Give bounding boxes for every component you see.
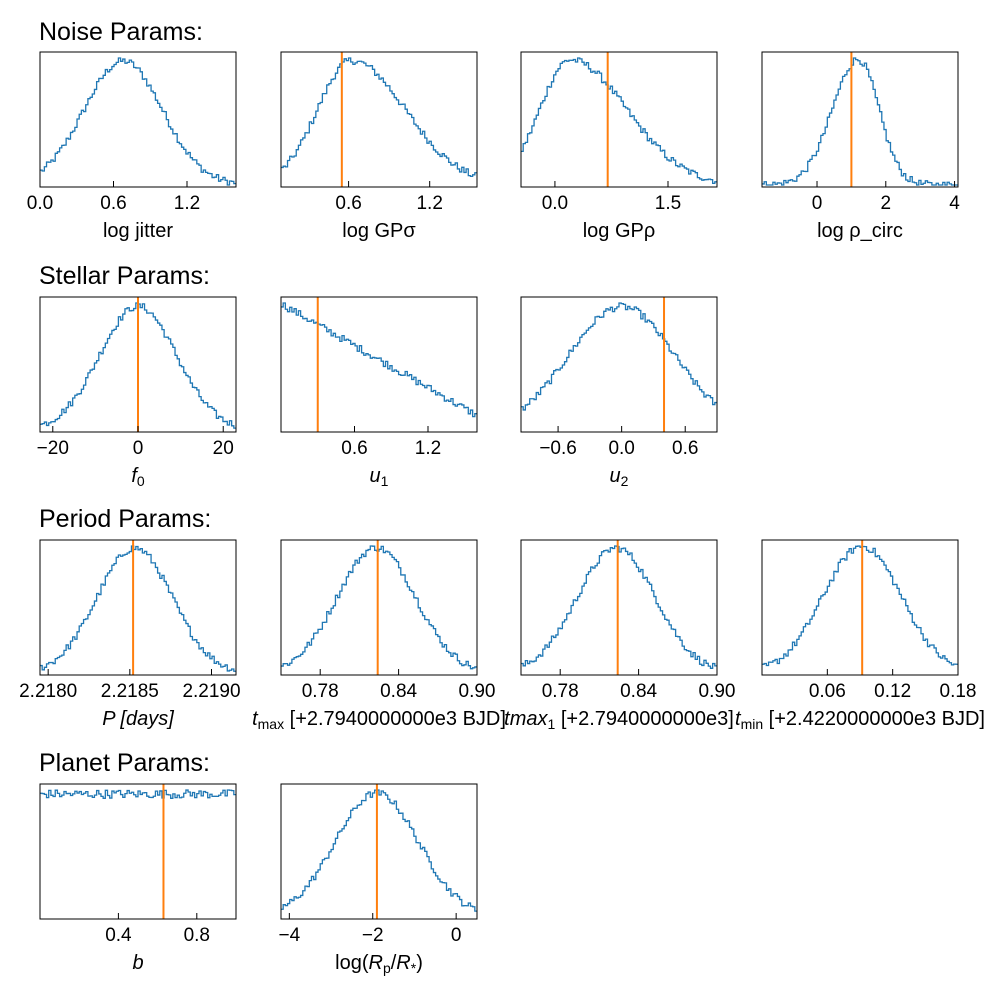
histogram-steps bbox=[762, 57, 958, 186]
x-tick-label: 1.5 bbox=[655, 193, 681, 214]
histogram-panel: −4 −2 0 log(Rp/R*) bbox=[279, 783, 478, 976]
x-tick-label: 0.18 bbox=[940, 681, 977, 702]
axis-label: log jitter bbox=[103, 220, 173, 242]
histogram-panel: 0.0 1.5 log GPρ bbox=[520, 51, 718, 242]
histogram-panel: 0.6 1.2 u1 bbox=[280, 296, 478, 489]
axis-label: log(Rp/R*) bbox=[335, 952, 423, 976]
x-tick-label: 0.78 bbox=[542, 681, 579, 702]
axes-frame bbox=[39, 539, 237, 676]
x-tick-label: 0.78 bbox=[302, 681, 339, 702]
histogram-steps bbox=[281, 57, 477, 178]
axes-frame bbox=[280, 296, 478, 433]
x-tick-label: 0.6 bbox=[335, 193, 361, 214]
axes-frame bbox=[39, 783, 237, 920]
axes-frame bbox=[520, 296, 718, 433]
x-tick-label: 0.90 bbox=[699, 681, 736, 702]
x-tick-label: 0.4 bbox=[105, 925, 132, 946]
histogram-panel: 0.78 0.84 0.90 tmax1 [+2.7940000000e3] bbox=[504, 539, 736, 732]
axes-frame bbox=[520, 539, 718, 676]
histogram-steps bbox=[40, 545, 236, 672]
histogram-panel: 0 2 4 log ρ_circ bbox=[761, 51, 960, 242]
x-tick-label: 0.6 bbox=[672, 438, 698, 459]
x-tick-label: 2.2190 bbox=[182, 681, 240, 702]
x-tick-label: −2 bbox=[362, 925, 384, 946]
x-tick-label: 2.2180 bbox=[19, 681, 77, 702]
histogram-panel: −0.6 0.0 0.6 u2 bbox=[520, 296, 718, 489]
x-tick-label: 1.2 bbox=[416, 193, 442, 214]
x-tick-label: 0 bbox=[812, 193, 823, 214]
x-tick-label: −0.6 bbox=[539, 438, 577, 459]
axes-frame bbox=[39, 51, 237, 188]
histogram-steps bbox=[281, 302, 477, 418]
section-title-period: Period Params: bbox=[39, 505, 212, 533]
x-tick-label: 0.8 bbox=[184, 925, 210, 946]
x-tick-label: 2.2185 bbox=[101, 681, 159, 702]
axis-label: u2 bbox=[610, 465, 629, 489]
x-tick-label: 4 bbox=[949, 193, 960, 214]
x-tick-label: 0.84 bbox=[620, 681, 657, 702]
histogram-panel: 0.06 0.12 0.18 tmin [+2.4220000000e3 BJD] bbox=[735, 539, 985, 732]
x-tick-label: 0 bbox=[133, 438, 144, 459]
x-tick-label: 1.2 bbox=[174, 193, 200, 214]
x-tick-label: 0.6 bbox=[100, 193, 126, 214]
x-tick-label: −20 bbox=[37, 438, 69, 459]
x-tick-label: −4 bbox=[279, 925, 301, 946]
x-tick-label: 0 bbox=[451, 925, 462, 946]
x-tick-label: 0.0 bbox=[27, 193, 53, 214]
axis-label: log GPσ bbox=[342, 220, 416, 242]
section-title-noise: Noise Params: bbox=[39, 18, 203, 46]
axis-label: u1 bbox=[370, 465, 389, 489]
axis-label: log ρ_circ bbox=[817, 220, 903, 242]
x-tick-label: 1.2 bbox=[415, 438, 441, 459]
x-tick-label: 2 bbox=[881, 193, 892, 214]
axis-label: tmax1 [+2.7940000000e3] bbox=[504, 708, 734, 732]
axis-label: f0 bbox=[131, 465, 145, 489]
histogram-steps bbox=[521, 545, 717, 669]
section-title-planet: Planet Params: bbox=[39, 749, 210, 777]
x-tick-label: 0.0 bbox=[608, 438, 634, 459]
axis-label: log GPρ bbox=[583, 220, 656, 242]
x-tick-label: 0.06 bbox=[809, 681, 846, 702]
histogram-steps bbox=[281, 789, 477, 912]
axis-label: tmin [+2.4220000000e3 BJD] bbox=[735, 708, 985, 732]
axis-label: tmax [+2.7940000000e3 BJD] bbox=[252, 708, 506, 732]
axis-label: P [days] bbox=[102, 708, 174, 730]
axes-frame bbox=[761, 539, 959, 676]
axis-label: b bbox=[132, 952, 143, 974]
axes-frame bbox=[520, 51, 718, 188]
x-tick-label: 0.84 bbox=[380, 681, 417, 702]
histogram-steps bbox=[40, 789, 236, 799]
x-tick-label: 0.12 bbox=[874, 681, 911, 702]
histogram-panel: 0.78 0.84 0.90 tmax [+2.7940000000e3 BJD] bbox=[252, 539, 506, 732]
histogram-steps bbox=[521, 302, 717, 411]
histogram-steps bbox=[521, 57, 717, 184]
histogram-panel: −20 0 20 f0 bbox=[37, 296, 237, 489]
axes-frame bbox=[280, 51, 478, 188]
histogram-panel: 0.4 0.8 b bbox=[39, 783, 237, 974]
histogram-steps bbox=[281, 545, 477, 670]
x-tick-label: 0.6 bbox=[341, 438, 367, 459]
axes-frame bbox=[280, 539, 478, 676]
x-tick-label: 0.90 bbox=[459, 681, 496, 702]
section-title-stellar: Stellar Params: bbox=[39, 262, 210, 290]
histogram-steps bbox=[762, 545, 958, 667]
axes-frame bbox=[761, 51, 959, 188]
histogram-panel: 2.2180 2.2185 2.2190 P [days] bbox=[19, 539, 241, 730]
x-tick-label: 0.0 bbox=[542, 193, 568, 214]
axes-frame bbox=[280, 783, 478, 920]
histogram-steps bbox=[40, 57, 236, 186]
x-tick-label: 20 bbox=[213, 438, 234, 459]
